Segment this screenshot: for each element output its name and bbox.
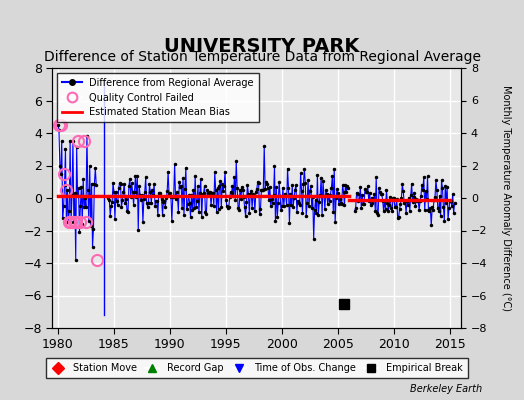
Y-axis label: Monthly Temperature Anomaly Difference (°C): Monthly Temperature Anomaly Difference (… xyxy=(501,85,511,311)
Text: UNIVERSITY PARK: UNIVERSITY PARK xyxy=(165,36,359,56)
Legend: Station Move, Record Gap, Time of Obs. Change, Empirical Break: Station Move, Record Gap, Time of Obs. C… xyxy=(46,358,467,378)
Text: Difference of Station Temperature Data from Regional Average: Difference of Station Temperature Data f… xyxy=(43,50,481,64)
Legend: Difference from Regional Average, Quality Control Failed, Estimated Station Mean: Difference from Regional Average, Qualit… xyxy=(57,73,259,122)
Text: Berkeley Earth: Berkeley Earth xyxy=(410,384,482,394)
